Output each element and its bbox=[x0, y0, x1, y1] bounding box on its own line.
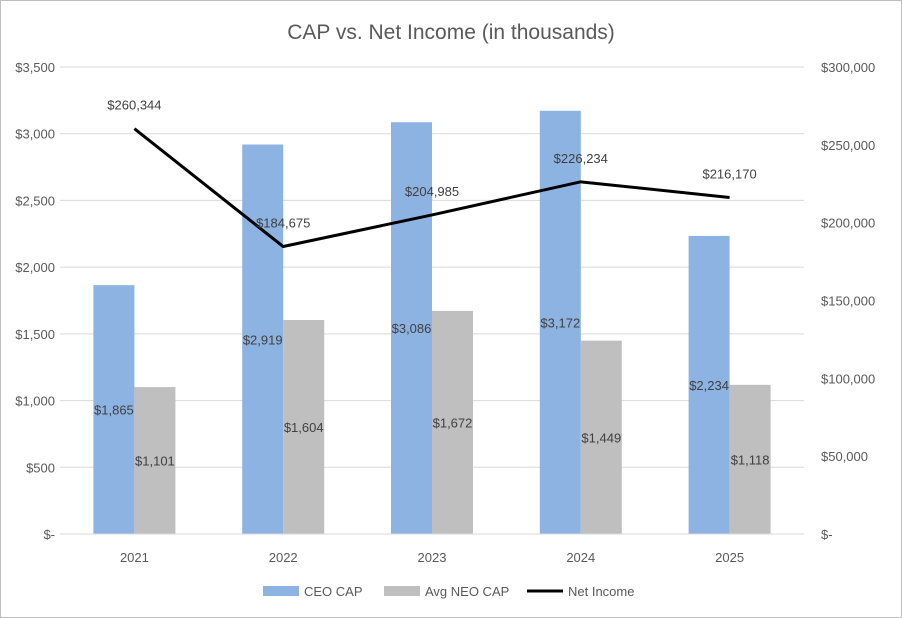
y-right-tick-label: $250,000 bbox=[821, 138, 875, 153]
y-right-tick-label: $300,000 bbox=[821, 60, 875, 75]
x-tick-label: 2024 bbox=[566, 550, 595, 565]
ceo-cap-bar bbox=[539, 110, 581, 534]
y-right-tick-label: $- bbox=[821, 527, 833, 542]
net-income-data-label: $226,234 bbox=[554, 151, 608, 166]
avg-neo-cap-data-label: $1,672 bbox=[433, 415, 473, 430]
avg-neo-cap-data-label: $1,604 bbox=[284, 420, 324, 435]
avg-neo-cap-bar bbox=[729, 384, 771, 534]
net-income-data-label: $204,985 bbox=[405, 184, 459, 199]
legend-label-net-income: Net Income bbox=[568, 584, 634, 599]
axes: $- $500 $1,000 $1,500 $2,000 $2,500 $3,000 $3,5… bbox=[15, 60, 875, 565]
y-left-tick-label: $500 bbox=[26, 460, 55, 475]
net-income-data-label: $184,675 bbox=[256, 216, 310, 231]
x-tick-label: 2021 bbox=[120, 550, 149, 565]
ceo-cap-data-label: $3,172 bbox=[540, 315, 580, 330]
net-income-data-label: $216,170 bbox=[702, 166, 756, 181]
ceo-cap-bar bbox=[242, 144, 284, 534]
x-tick-label: 2025 bbox=[715, 550, 744, 565]
y-left-tick-label: $2,000 bbox=[15, 260, 55, 275]
y-left-tick-label: $2,500 bbox=[15, 193, 55, 208]
ceo-cap-data-label: $1,865 bbox=[94, 403, 134, 418]
y-right-tick-label: $150,000 bbox=[821, 294, 875, 309]
avg-neo-cap-data-label: $1,449 bbox=[581, 430, 621, 445]
x-tick-label: 2023 bbox=[418, 550, 447, 565]
bars bbox=[93, 110, 771, 534]
x-tick-label: 2022 bbox=[269, 550, 298, 565]
y-left-tick-label: $1,000 bbox=[15, 394, 55, 409]
net-income-data-label: $260,344 bbox=[107, 98, 161, 113]
y-left-tick-label: $- bbox=[43, 527, 55, 542]
chart-title: CAP vs. Net Income (in thousands) bbox=[287, 21, 615, 44]
y-right-tick-label: $100,000 bbox=[821, 371, 875, 386]
avg-neo-cap-bar bbox=[432, 310, 473, 534]
legend-swatch-ceo-cap bbox=[263, 586, 299, 596]
legend-swatch-avg-neo-cap bbox=[384, 586, 420, 596]
legend-label-avg-neo-cap: Avg NEO CAP bbox=[425, 584, 509, 599]
legend-label-ceo-cap: CEO CAP bbox=[304, 584, 363, 599]
y-right-tick-label: $50,000 bbox=[821, 449, 868, 464]
y-left-tick-label: $1,500 bbox=[15, 327, 55, 342]
ceo-cap-data-label: $2,234 bbox=[689, 378, 729, 393]
ceo-cap-data-label: $2,919 bbox=[243, 332, 283, 347]
y-left-tick-label: $3,000 bbox=[15, 127, 55, 142]
data-labels: $1,865 $1,101 $2,919 $1,604 $3,086 $1,672 $3,1… bbox=[94, 98, 769, 469]
y-right-tick-label: $200,000 bbox=[821, 216, 875, 231]
avg-neo-cap-bar bbox=[283, 319, 325, 534]
avg-neo-cap-bar bbox=[580, 340, 622, 534]
ceo-cap-data-label: $3,086 bbox=[392, 321, 432, 336]
net-income-line-group bbox=[133, 127, 730, 249]
legend: CEO CAP Avg NEO CAP Net Income bbox=[263, 584, 634, 599]
ceo-cap-bar bbox=[391, 122, 432, 534]
avg-neo-cap-bar bbox=[134, 387, 176, 534]
ceo-cap-bar bbox=[93, 285, 135, 534]
avg-neo-cap-data-label: $1,101 bbox=[135, 454, 175, 469]
avg-neo-cap-data-label: $1,118 bbox=[731, 452, 770, 467]
ceo-cap-bar bbox=[688, 235, 730, 534]
net-income-line bbox=[133, 127, 730, 249]
y-left-tick-label: $3,500 bbox=[15, 60, 55, 75]
